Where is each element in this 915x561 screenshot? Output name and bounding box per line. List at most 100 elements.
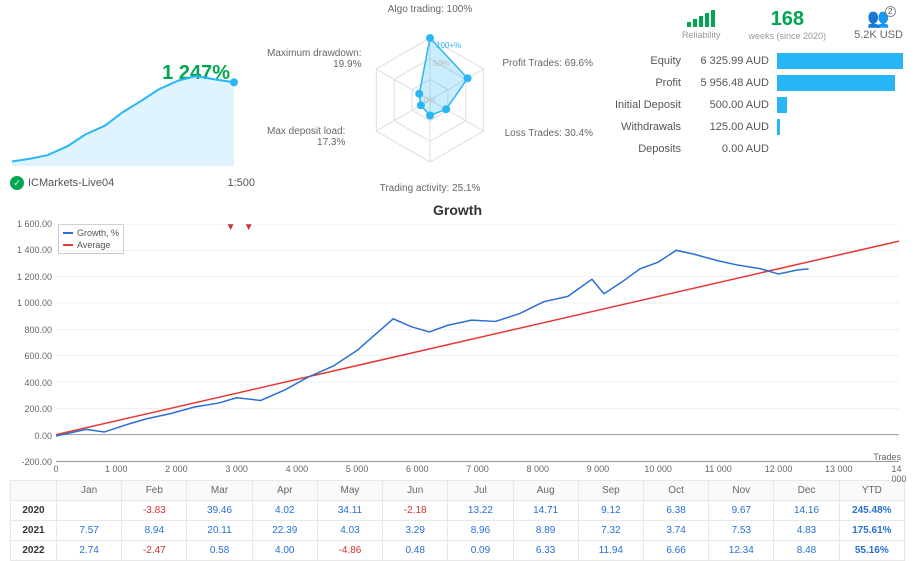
stat-label: Profit — [603, 77, 681, 89]
stat-bar-track — [777, 97, 903, 113]
month-cell: -2.47 — [122, 541, 187, 561]
month-cell: 4.03 — [317, 521, 382, 541]
month-cell: 8.94 — [122, 521, 187, 541]
month-cell: -2.18 — [383, 501, 448, 521]
svg-text:0%: 0% — [424, 96, 436, 105]
stat-value: 5 956.48 AUD — [689, 77, 769, 89]
month-cell: 3.29 — [383, 521, 448, 541]
stat-label: Withdrawals — [603, 121, 681, 133]
month-cell: 245.48% — [839, 501, 904, 521]
table-row: 2020-3.8339.464.0234.11-2.1813.2214.719.… — [11, 501, 905, 521]
month-cell: 7.57 — [57, 521, 122, 541]
growth-title: Growth — [0, 202, 915, 218]
month-cell: -4.86 — [317, 541, 382, 561]
month-cell: 8.96 — [448, 521, 513, 541]
account-row: ✓ ICMarkets-Live04 1:500 — [10, 176, 255, 190]
svg-text:50%: 50% — [433, 59, 449, 68]
month-cell: 6.33 — [513, 541, 578, 561]
reliability-col: Reliability — [682, 9, 721, 40]
month-header: Jan — [57, 481, 122, 501]
month-cell: 8.48 — [774, 541, 839, 561]
radar-panel: 100+% 50% 0% Algo trading: 100% Profit Tra… — [265, 0, 595, 200]
stat-row: Deposits0.00 AUD — [603, 141, 903, 157]
radar-label-right-down: Loss Trades: 30.4% — [505, 128, 593, 139]
month-cell: 7.53 — [709, 521, 774, 541]
stat-row: Withdrawals 125.00 AUD — [603, 119, 903, 135]
month-cell: 4.83 — [774, 521, 839, 541]
month-cell: 9.67 — [709, 501, 774, 521]
month-cell: 14.71 — [513, 501, 578, 521]
stats-top-row: Reliability 168 weeks (since 2020) 👥 2 5… — [603, 8, 903, 41]
chart-marker-icon: ▼ — [244, 222, 254, 233]
stat-bar-track — [777, 53, 903, 69]
month-cell: 22.39 — [252, 521, 317, 541]
subscribers-col: 👥 2 5.2K USD — [854, 8, 903, 41]
stat-bar-fill — [777, 119, 780, 135]
stat-label: Initial Deposit — [603, 99, 681, 111]
month-cell: 13.22 — [448, 501, 513, 521]
stat-bar-fill — [777, 75, 895, 91]
table-row: 20217.578.9420.1122.394.033.298.968.897.… — [11, 521, 905, 541]
month-header: May — [317, 481, 382, 501]
radar-chart: 100+% 50% 0% — [265, 0, 595, 200]
month-cell — [57, 501, 122, 521]
stat-row: Profit 5 956.48 AUD — [603, 75, 903, 91]
month-cell: 39.46 — [187, 501, 252, 521]
stat-row: Initial Deposit 500.00 AUD — [603, 97, 903, 113]
verified-icon: ✓ — [10, 176, 24, 190]
radar-label-bottom: Trading activity: 25.1% — [380, 183, 481, 194]
month-cell: 4.02 — [252, 501, 317, 521]
account-label: ICMarkets-Live04 — [28, 177, 114, 189]
stat-bar-track — [777, 75, 903, 91]
reliability-label: Reliability — [682, 30, 721, 40]
month-header: Sep — [578, 481, 643, 501]
table-row: 20222.74-2.470.584.00-4.860.480.096.3311… — [11, 541, 905, 561]
reliability-icon — [687, 9, 715, 27]
weeks-label: weeks (since 2020) — [749, 31, 827, 41]
month-header: Dec — [774, 481, 839, 501]
radar-label-top: Algo trading: 100% — [388, 4, 473, 15]
radar-label-right-up: Profit Trades: 69.6% — [502, 58, 593, 69]
month-cell: 175.61% — [839, 521, 904, 541]
stat-value: 125.00 AUD — [689, 121, 769, 133]
month-cell: 2.74 — [57, 541, 122, 561]
svg-text:100+%: 100+% — [436, 41, 461, 50]
radar-label-left-down: Max deposit load: 17.3% — [267, 126, 345, 148]
leverage-label: 1:500 — [227, 177, 255, 189]
month-cell: 12.34 — [709, 541, 774, 561]
month-cell: 0.58 — [187, 541, 252, 561]
month-cell: 20.11 — [187, 521, 252, 541]
month-cell: 0.09 — [448, 541, 513, 561]
month-cell: 7.32 — [578, 521, 643, 541]
stat-value: 500.00 AUD — [689, 99, 769, 111]
month-header: Aug — [513, 481, 578, 501]
chart-marker-icon: ▼ — [226, 222, 236, 233]
year-cell: 2020 — [11, 501, 57, 521]
year-cell: 2021 — [11, 521, 57, 541]
month-cell: 0.48 — [383, 541, 448, 561]
table-header: JanFebMarAprMayJunJulAugSepOctNovDecYTD — [11, 481, 905, 501]
month-cell: 3.74 — [643, 521, 708, 541]
month-header: Mar — [187, 481, 252, 501]
stat-label: Equity — [603, 55, 681, 67]
month-header: Jul — [448, 481, 513, 501]
month-cell: 8.89 — [513, 521, 578, 541]
equity-panel: 1 247% ✓ ICMarkets-Live04 1:500 — [0, 0, 265, 200]
stat-value: 6 325.99 AUD — [689, 55, 769, 67]
stats-panel: Reliability 168 weeks (since 2020) 👥 2 5… — [595, 0, 915, 200]
account-name: ✓ ICMarkets-Live04 — [10, 176, 114, 190]
weeks-value: 168 — [749, 8, 827, 31]
month-cell: 4.00 — [252, 541, 317, 561]
growth-xlabel: Trades — [873, 452, 901, 462]
month-cell: 6.38 — [643, 501, 708, 521]
weeks-col: 168 weeks (since 2020) — [749, 8, 827, 41]
stat-value: 0.00 AUD — [689, 143, 769, 155]
stat-bar-track — [777, 141, 903, 157]
month-header: Apr — [252, 481, 317, 501]
month-cell: 34.11 — [317, 501, 382, 521]
stat-bar-track — [777, 119, 903, 135]
month-header: Oct — [643, 481, 708, 501]
month-cell: 9.12 — [578, 501, 643, 521]
subs-badge: 2 — [885, 6, 896, 17]
stat-row: Equity 6 325.99 AUD — [603, 53, 903, 69]
